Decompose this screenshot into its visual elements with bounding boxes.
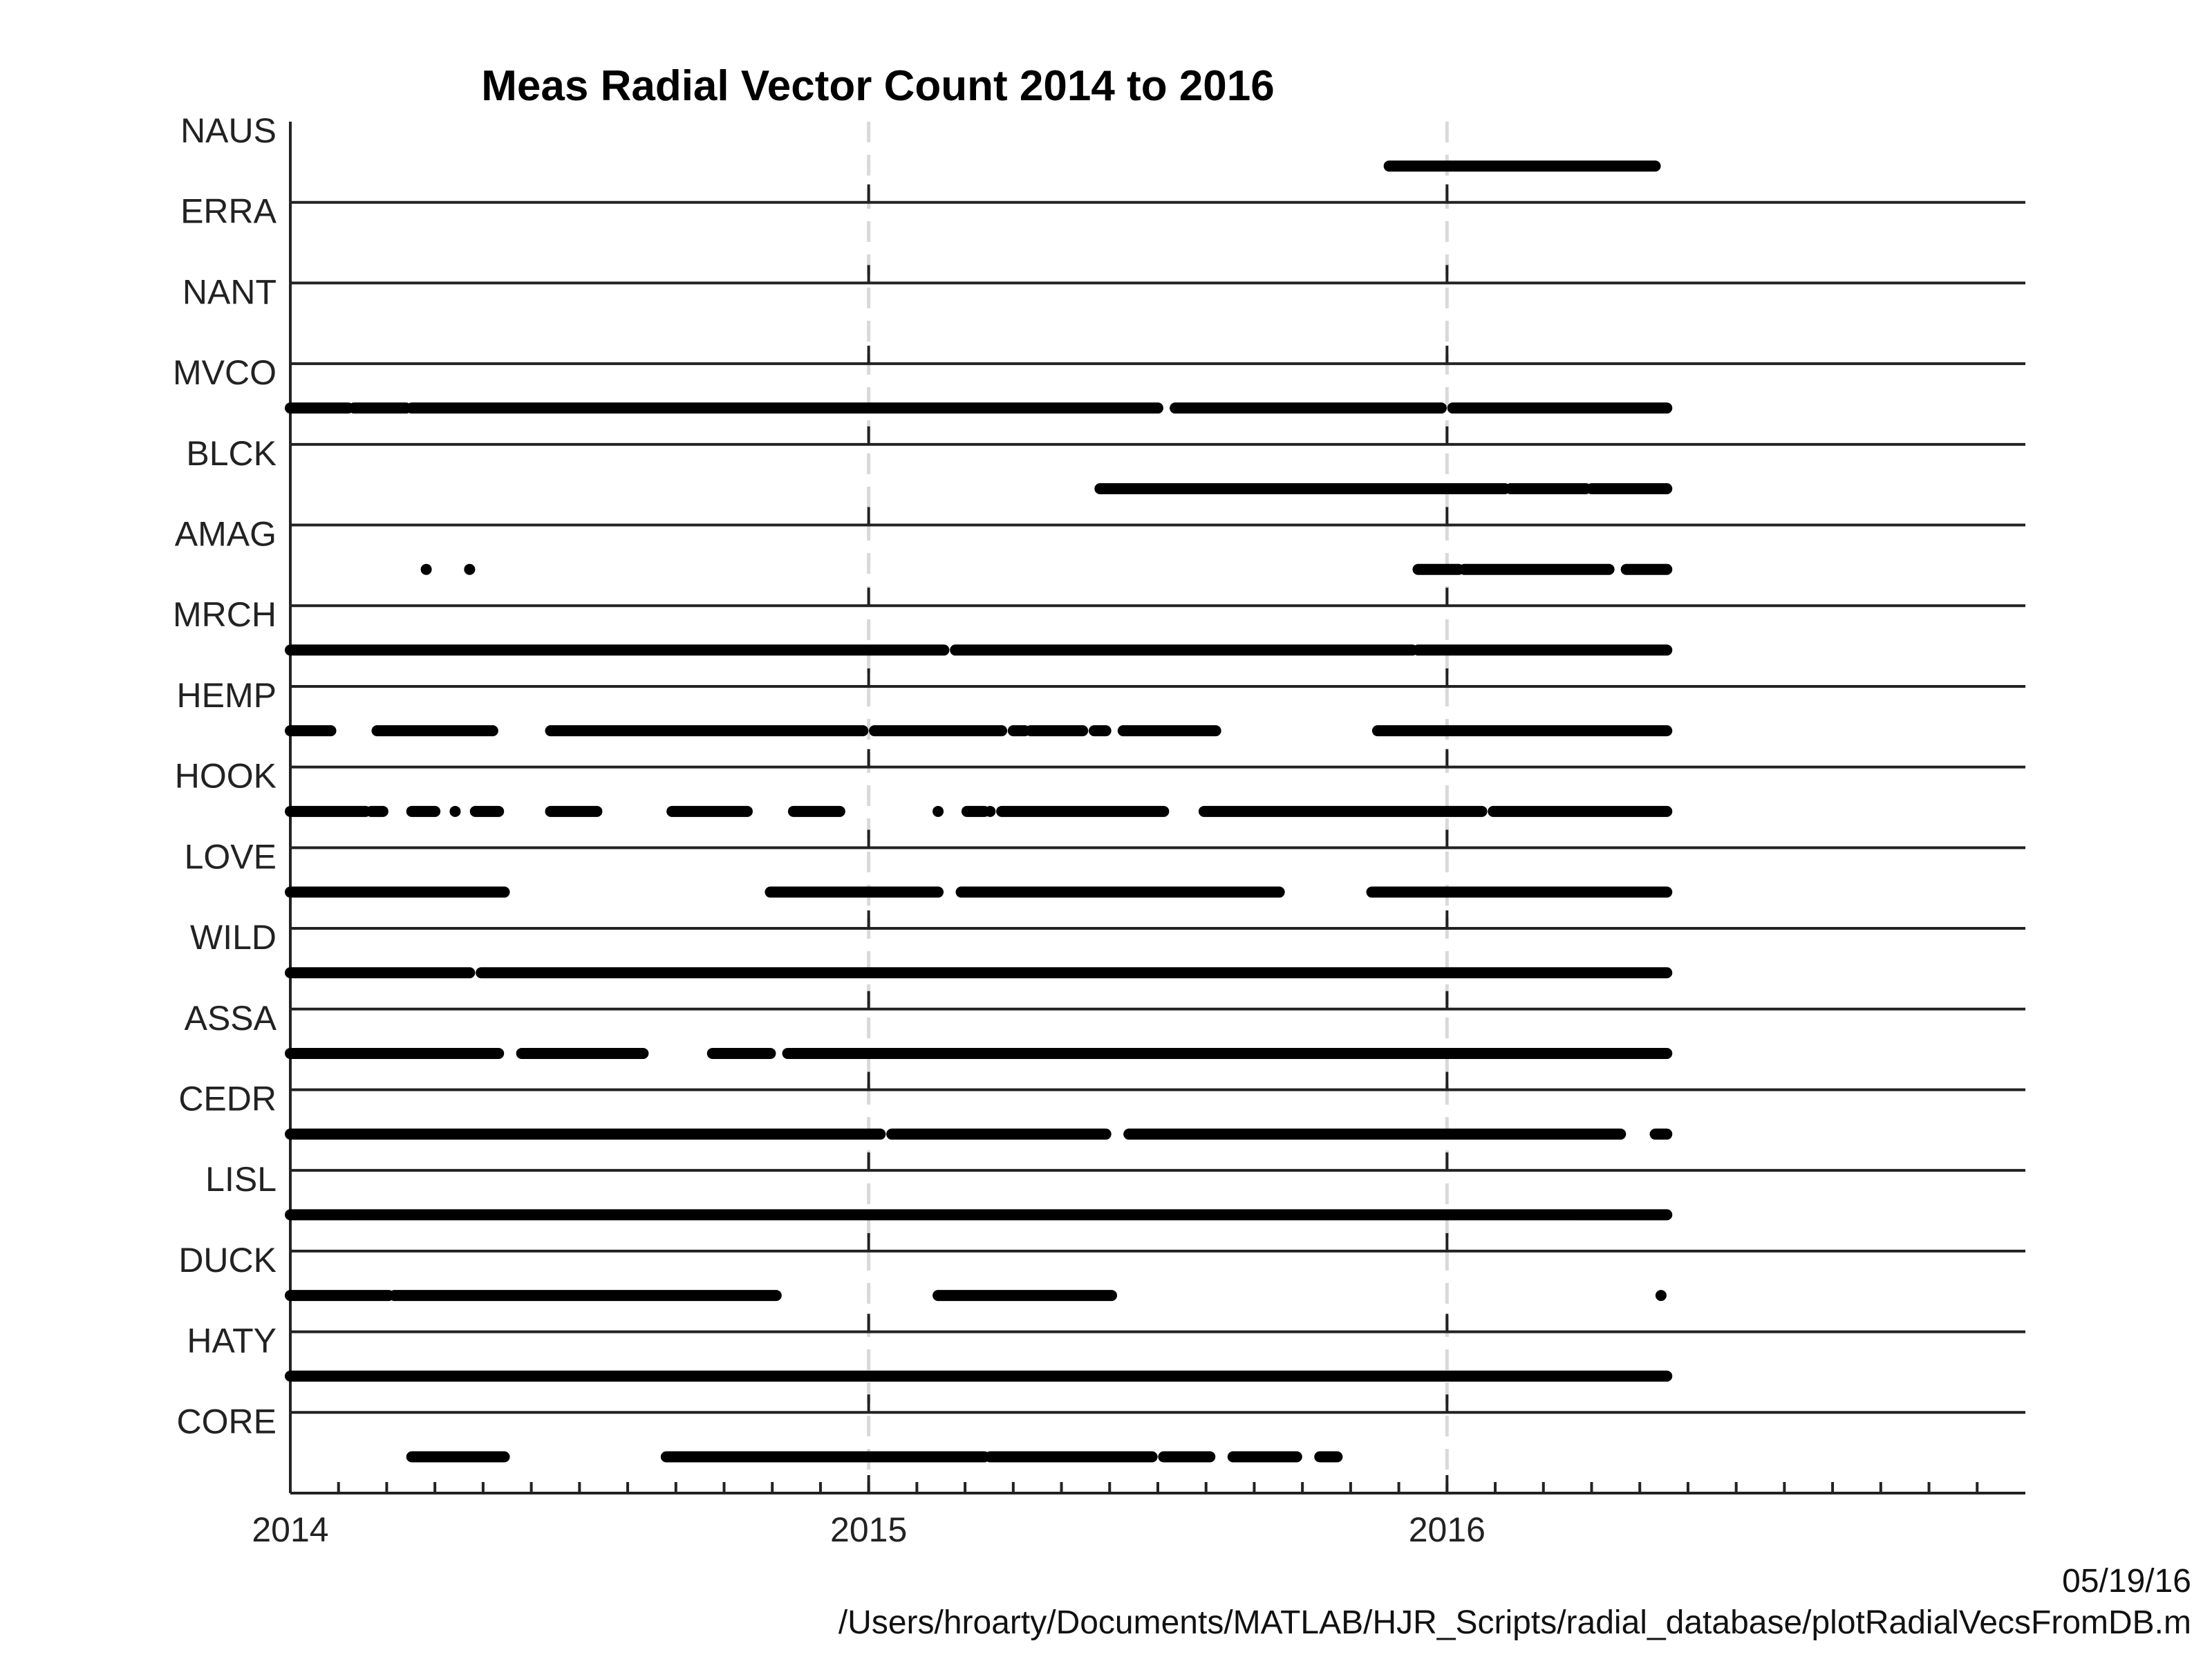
x-axis: 2014 2015 2016 <box>252 1482 1979 1549</box>
row-label: NANT <box>182 272 276 311</box>
row-cedr: CEDR <box>178 1079 2025 1172</box>
row-label: WILD <box>190 918 276 957</box>
x-tick-label-2016: 2016 <box>1409 1510 1485 1549</box>
row-label: HOOK <box>175 757 276 796</box>
data-point <box>932 805 944 817</box>
row-label: AMAG <box>175 515 276 554</box>
row-mvco: MVCO <box>173 353 2025 446</box>
row-label: MRCH <box>173 595 276 634</box>
row-label: HATY <box>187 1322 276 1360</box>
row-wild: WILD <box>190 918 2025 1011</box>
row-mrch: MRCH <box>173 595 2025 688</box>
row-erra: ERRA <box>180 192 2025 285</box>
station-rows: NAUS ERRA NANT MVCO BLCK AMAG MRCH HEMP HOOK LOVE… <box>173 111 2025 1494</box>
row-label: HEMP <box>177 676 276 715</box>
row-label: LISL <box>205 1160 276 1199</box>
row-hook: HOOK <box>175 757 2025 850</box>
row-naus: NAUS <box>180 111 2025 204</box>
row-amag: AMAG <box>175 515 2025 608</box>
row-core: CORE <box>177 1402 2025 1494</box>
row-love: LOVE <box>185 837 2025 930</box>
row-nant: NANT <box>182 272 2025 366</box>
row-label: DUCK <box>178 1241 276 1280</box>
data-point <box>420 563 432 575</box>
row-label: ASSA <box>185 999 277 1038</box>
row-lisl: LISL <box>205 1160 2025 1253</box>
x-tick-label-2015: 2015 <box>830 1510 907 1549</box>
footer-date: 05/19/16 <box>2062 1563 2191 1600</box>
data-point <box>984 805 996 817</box>
row-label: CEDR <box>178 1079 276 1118</box>
chart-title: Meas Radial Vector Count 2014 to 2016 <box>481 62 1274 110</box>
row-label: BLCK <box>186 434 276 473</box>
row-duck: DUCK <box>178 1241 2025 1333</box>
row-label: MVCO <box>173 353 276 392</box>
row-haty: HATY <box>187 1322 2025 1414</box>
x-tick-label-2014: 2014 <box>252 1510 328 1549</box>
data-point <box>464 563 476 575</box>
grid-lines <box>867 122 1449 1493</box>
row-label: ERRA <box>180 192 277 231</box>
row-hemp: HEMP <box>177 676 2025 769</box>
data-point <box>449 805 461 817</box>
row-label: NAUS <box>180 111 276 150</box>
row-assa: ASSA <box>185 999 2025 1091</box>
row-label: LOVE <box>185 837 276 876</box>
row-blck: BLCK <box>186 434 2025 527</box>
data-point <box>1655 1290 1667 1302</box>
row-label: CORE <box>177 1402 276 1441</box>
footer-path: /Users/hroarty/Documents/MATLAB/HJR_Scri… <box>838 1604 2191 1641</box>
